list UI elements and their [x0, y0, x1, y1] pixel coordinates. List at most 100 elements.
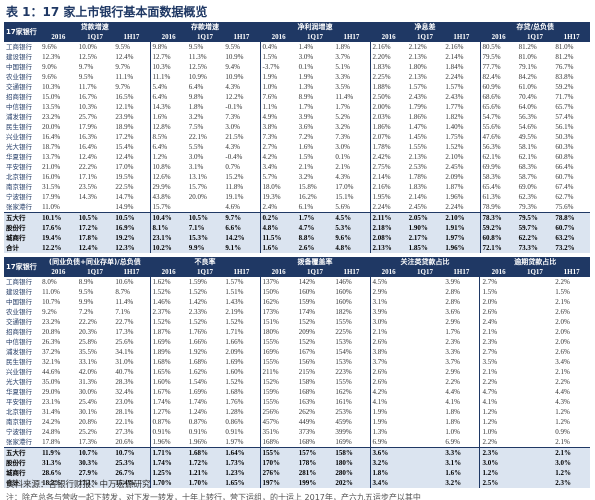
table-cell: 262% — [298, 408, 316, 416]
table-cell: 1.62% — [188, 368, 207, 376]
table-row: 北京银行 31.4% 30.1% 28.1% 1.27% 1.24% 1.28% 256% 26… — [4, 407, 590, 417]
table-cell: 1.87% — [445, 183, 464, 191]
bank-name: 平安银行 — [6, 163, 32, 171]
table-cell: 1.96% — [445, 193, 464, 201]
table-cell: 162% — [335, 388, 352, 396]
table-cell — [517, 437, 554, 448]
table-cell: 2.37% — [149, 307, 187, 317]
table-cell: 1.84% — [445, 63, 464, 71]
table-cell: 2.9% — [445, 368, 460, 376]
bank-name: 光大银行 — [6, 378, 32, 386]
table-cell: 5.1% — [335, 63, 350, 71]
table-cell: 174% — [298, 308, 316, 316]
table-row: 宁波银行 24.8% 25.2% 27.3% 0.91% 0.91% 0.91% 351% 37… — [4, 427, 590, 437]
table-cell: 199% — [296, 478, 334, 488]
sub-header-cell: 2016 — [149, 267, 187, 277]
summary-row: 城商行 28.6% 27.9% 26.7% 1.25% 1.21% 1.23% 276% 281… — [4, 468, 590, 478]
table-cell: 152% — [298, 318, 316, 326]
sub-header-cell: 1H17 — [553, 267, 590, 277]
sub-header-cell: 2016 — [259, 32, 297, 42]
table-cell: 4.8% — [333, 243, 370, 253]
table-sub-header: 2016 1Q17 1H17 2016 1Q17 1H17 2016 1Q17 1H17 2016… — [4, 32, 590, 42]
table-cell: 4.3% — [335, 173, 350, 181]
table-cell: 10.9% — [188, 73, 207, 81]
table-cell: 2.13% — [408, 153, 427, 161]
table-cell: 3.7% — [335, 53, 350, 61]
table-cell: 2.09% — [225, 348, 244, 356]
table-cell: 17.1% — [78, 173, 97, 181]
table-cell: 155% — [259, 337, 297, 347]
table-cell: 2.25% — [369, 72, 407, 82]
table-cell: 10.9% — [225, 53, 244, 61]
table-cell — [517, 277, 554, 287]
table-row: 交通银行 23.2% 22.2% 22.7% 1.52% 1.52% 1.52% 151% 15… — [4, 317, 590, 327]
table-cell — [407, 397, 444, 407]
table-cell: 3.2% — [298, 173, 314, 181]
table-cell: 9.5% — [225, 43, 240, 51]
table-cell: 1.96% — [188, 438, 207, 446]
table-cell: 4.2% — [369, 387, 407, 397]
table-cell: 10.2% — [149, 243, 187, 253]
table-cell: 7.1% — [115, 308, 130, 316]
table-cell: 11.4% — [115, 298, 134, 306]
table-cell: 23.2% — [42, 318, 61, 326]
fundamentals-table-top: 17家银行 贷款增速 存款增速 净利润增速 净息差 存贷/总负债 2016 1Q1… — [4, 22, 590, 253]
table-cell: 3.7% — [369, 357, 407, 367]
table-cell: 65.6% — [479, 102, 517, 112]
table-row: 浦发银行 37.2% 35.5% 34.1% 1.89% 1.92% 2.09% 169% 16… — [4, 347, 590, 357]
table-row: 中信银行 13.5% 10.3% 12.1% 14.3% 1.8% -0.1% 1.1% 1.7… — [4, 102, 590, 112]
table-cell: 10.5% — [186, 212, 224, 223]
sub-header-cell: 1H17 — [333, 32, 370, 42]
table-cell: 0.87% — [188, 418, 207, 426]
table-cell: 1.60% — [149, 377, 187, 387]
table-cell: 215% — [298, 368, 316, 376]
table-cell: 31.3% — [40, 458, 77, 468]
table-cell: 1.47% — [408, 123, 427, 131]
table-cell: 1.8% — [445, 408, 460, 416]
source-note: 资料来源：各银行财报、中万宏源研究 — [6, 480, 151, 490]
table-cell: 1.69% — [188, 388, 207, 396]
table-cell: 3.8% — [369, 347, 407, 357]
table-cell: 1.70% — [149, 478, 187, 488]
summary-row: 城商行 19.4% 17.8% 19.2% 23.1% 15.3% 14.2% 11.5% 8.… — [4, 233, 590, 243]
table-row: 张家港行 11.0% 14.9% 15.7% 4.6% 2.4% 6.1% 5.6% 2.24%… — [4, 202, 590, 213]
table-cell: 3.0% — [188, 153, 204, 161]
table-cell: 59.2% — [555, 83, 574, 91]
table-cell: 24.8% — [42, 428, 61, 436]
table-cell: 1.79% — [408, 103, 427, 111]
table-cell: 1.64% — [223, 447, 261, 458]
table-cell: 19.4% — [40, 233, 77, 243]
bank-name: 宁波银行 — [6, 428, 32, 436]
table-cell: 34.1% — [115, 348, 134, 356]
table-cell: 8.1% — [149, 223, 187, 233]
table-cell: 3.6% — [369, 447, 407, 458]
bank-name: 南京银行 — [6, 183, 32, 191]
table-cell: 158% — [298, 378, 316, 386]
table-cell: 2.0% — [555, 338, 570, 346]
table-cell: 60.9% — [479, 82, 517, 92]
table-cell: 1.97% — [443, 233, 480, 243]
table-cell — [407, 297, 444, 307]
table-cell: 62.1% — [518, 153, 537, 161]
table-cell: 2.3% — [479, 337, 517, 347]
table-cell: 2.0% — [479, 297, 517, 307]
table-cell: 44.6% — [42, 368, 61, 376]
table-cell: 11.3% — [188, 53, 207, 61]
table-cell: 2.6% — [479, 307, 517, 317]
table-cell: 8.0% — [42, 278, 57, 286]
table-cell: 155% — [335, 318, 352, 326]
table-row: 光大银行 18.7% 16.4% 15.4% 6.4% 5.5% 4.3% 2.7% 1.6% 3… — [4, 142, 590, 152]
table-cell: 59.2% — [479, 223, 517, 233]
table-cell: 2.1% — [555, 438, 570, 446]
table-cell: 13.1% — [188, 173, 207, 181]
table-cell: 152% — [298, 338, 316, 346]
table-cell: 81.2% — [518, 43, 537, 51]
table-cell: 2.13% — [408, 73, 427, 81]
table-cell: 1.74% — [149, 397, 187, 407]
table-cell: 47.6% — [479, 132, 517, 142]
table-cell: 2.16% — [369, 42, 407, 52]
table-cell: 17.2% — [115, 133, 134, 141]
table-cell: 1.96% — [149, 437, 187, 448]
table-cell: 1.60% — [225, 368, 244, 376]
table-cell: 1.0% — [479, 427, 517, 437]
